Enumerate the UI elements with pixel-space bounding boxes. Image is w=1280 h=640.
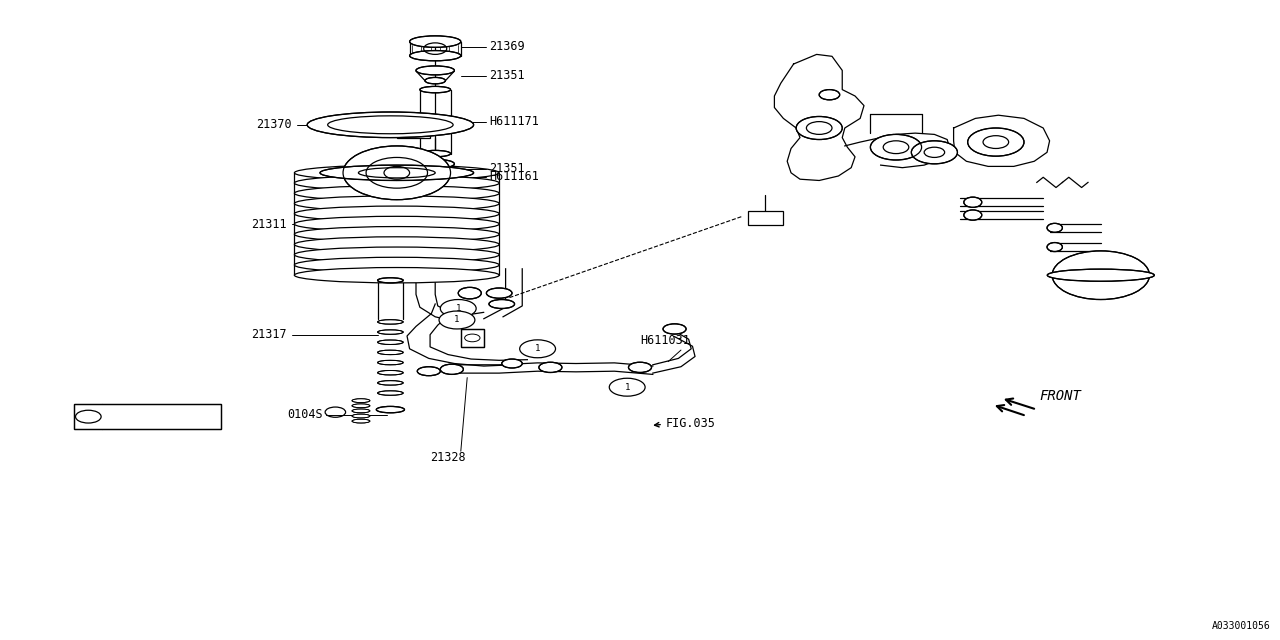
Ellipse shape: [410, 36, 461, 47]
Text: A: A: [762, 213, 769, 223]
Ellipse shape: [425, 77, 445, 84]
Ellipse shape: [410, 51, 461, 61]
Circle shape: [819, 90, 840, 100]
Text: 1: 1: [625, 383, 630, 392]
Ellipse shape: [378, 381, 403, 385]
Ellipse shape: [502, 359, 522, 368]
Text: 0104S: 0104S: [287, 408, 323, 421]
Ellipse shape: [1047, 223, 1062, 232]
Bar: [748, 211, 783, 225]
Ellipse shape: [294, 196, 499, 211]
Text: A033001056: A033001056: [1212, 621, 1271, 631]
Ellipse shape: [352, 419, 370, 423]
Text: F91801: F91801: [129, 410, 173, 423]
Circle shape: [911, 141, 957, 164]
Text: 21328: 21328: [430, 451, 466, 464]
Ellipse shape: [320, 165, 474, 180]
Text: 1: 1: [454, 316, 460, 324]
Ellipse shape: [376, 406, 404, 413]
Circle shape: [343, 146, 451, 200]
Bar: [461, 329, 484, 347]
Circle shape: [440, 300, 476, 317]
Ellipse shape: [294, 186, 499, 201]
Text: H611161: H611161: [489, 170, 539, 183]
Ellipse shape: [294, 268, 499, 283]
Ellipse shape: [1047, 243, 1062, 252]
Ellipse shape: [964, 197, 982, 207]
Ellipse shape: [378, 340, 403, 344]
Text: 21370: 21370: [256, 118, 292, 131]
Ellipse shape: [378, 360, 403, 365]
Ellipse shape: [352, 399, 370, 403]
Bar: [74, 404, 221, 429]
Ellipse shape: [425, 171, 445, 177]
Ellipse shape: [294, 227, 499, 242]
Ellipse shape: [378, 278, 403, 283]
Ellipse shape: [378, 330, 403, 334]
Text: FIG.035: FIG.035: [666, 417, 716, 430]
Ellipse shape: [458, 287, 481, 299]
Ellipse shape: [416, 159, 454, 168]
Ellipse shape: [663, 324, 686, 334]
Circle shape: [968, 128, 1024, 156]
Ellipse shape: [352, 409, 370, 413]
Text: 21369: 21369: [489, 40, 525, 53]
Ellipse shape: [489, 300, 515, 308]
Circle shape: [609, 378, 645, 396]
Ellipse shape: [294, 257, 499, 273]
Bar: [397, 125, 430, 138]
Text: 1: 1: [86, 412, 91, 421]
Text: 21317: 21317: [251, 328, 287, 341]
Text: 21351: 21351: [489, 69, 525, 82]
Ellipse shape: [420, 150, 451, 157]
Circle shape: [1052, 251, 1149, 300]
Ellipse shape: [539, 362, 562, 372]
Ellipse shape: [352, 414, 370, 418]
Ellipse shape: [307, 112, 474, 138]
Ellipse shape: [378, 320, 403, 324]
Ellipse shape: [352, 404, 370, 408]
Circle shape: [796, 116, 842, 140]
Circle shape: [439, 311, 475, 329]
Text: A: A: [410, 127, 417, 137]
Ellipse shape: [420, 86, 451, 93]
Ellipse shape: [294, 175, 499, 191]
Text: H611031: H611031: [640, 334, 690, 347]
Ellipse shape: [378, 391, 403, 396]
Ellipse shape: [1047, 269, 1155, 281]
Ellipse shape: [378, 371, 403, 375]
Ellipse shape: [294, 165, 499, 180]
Ellipse shape: [628, 362, 652, 372]
Circle shape: [520, 340, 556, 358]
Ellipse shape: [294, 247, 499, 262]
Ellipse shape: [440, 364, 463, 374]
Circle shape: [870, 134, 922, 160]
Bar: [461, 329, 484, 347]
Text: 21351: 21351: [489, 163, 525, 175]
Text: H611171: H611171: [489, 115, 539, 128]
Ellipse shape: [416, 66, 454, 75]
Ellipse shape: [294, 216, 499, 232]
Ellipse shape: [294, 237, 499, 252]
Ellipse shape: [378, 350, 403, 355]
Ellipse shape: [417, 367, 440, 376]
Text: FRONT: FRONT: [1039, 388, 1082, 403]
Ellipse shape: [964, 210, 982, 220]
Bar: [74, 404, 221, 429]
Text: 21311: 21311: [251, 218, 287, 230]
Ellipse shape: [294, 206, 499, 221]
Text: 1: 1: [456, 304, 461, 313]
Ellipse shape: [486, 288, 512, 298]
Text: 1: 1: [535, 344, 540, 353]
Circle shape: [76, 410, 101, 423]
